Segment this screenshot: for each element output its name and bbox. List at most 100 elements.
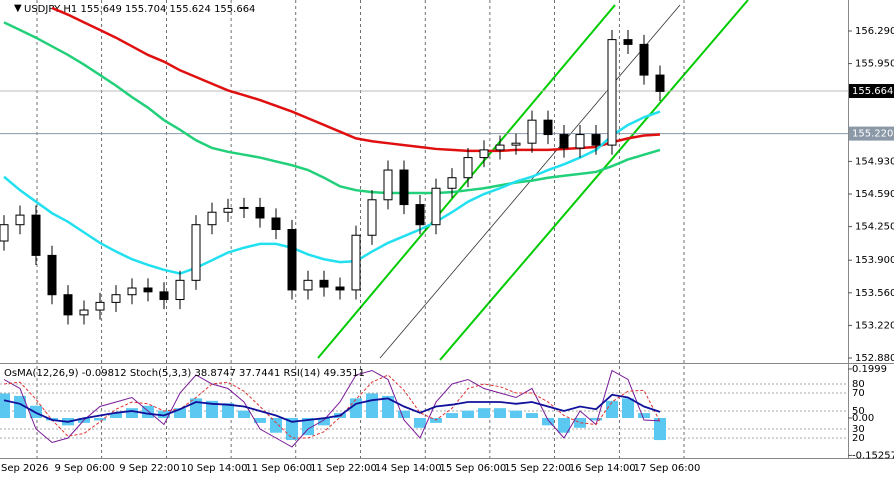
- osma-bar: [286, 417, 298, 441]
- candle-body: [287, 229, 297, 291]
- candle-body: [591, 134, 601, 146]
- candle-body: [623, 39, 633, 45]
- y-tick-label: 154.250: [855, 222, 894, 233]
- osma-bar: [590, 417, 602, 421]
- osma-bar: [94, 417, 106, 421]
- candle-body: [47, 254, 57, 296]
- candle-body: [607, 39, 617, 146]
- candle-body: [543, 119, 553, 136]
- osma-bar: [462, 410, 474, 418]
- osma-bar: [622, 398, 634, 418]
- indicator-line: [3, 393, 661, 423]
- candle-body: [463, 157, 473, 179]
- osma-bar: [638, 413, 650, 418]
- x-tick-label: 14 Sep 14:00: [375, 463, 442, 474]
- indicator-line: [3, 374, 661, 439]
- osma-bar: [398, 410, 410, 418]
- osma-bar: [270, 417, 282, 433]
- osma-bar: [494, 408, 506, 418]
- candle-body: [303, 279, 313, 291]
- osma-bar: [254, 417, 266, 423]
- y2-tick-label: 0.1999: [852, 364, 887, 375]
- chart-header: USDJPY,H1 155.649 155.704 155.624 155.66…: [24, 4, 255, 15]
- x-tick-label: 9 Sep 06:00: [55, 463, 115, 474]
- osma-bar: [558, 417, 570, 433]
- candle-body: [159, 291, 169, 301]
- y-tick-label: 20: [852, 433, 865, 444]
- osma-bar: [238, 410, 250, 418]
- osma-bar: [110, 413, 122, 418]
- candle-body: [223, 207, 233, 213]
- moving-average: [3, 21, 661, 195]
- osma-bar: [302, 417, 314, 436]
- candle-body: [15, 214, 25, 226]
- candle-body: [63, 294, 73, 316]
- candle-body: [479, 149, 489, 159]
- y-tick-label: 155.950: [855, 59, 894, 70]
- y-tick-label: 153.900: [855, 255, 894, 266]
- x-tick-label: 9 Sep 22:00: [119, 463, 179, 474]
- osma-bar: [478, 408, 490, 418]
- y2-tick-label: 0.00: [852, 413, 874, 424]
- x-tick-label: 15 Sep 22:00: [504, 463, 571, 474]
- candle-body: [575, 134, 585, 149]
- indicator-title: OsMA(12,26,9) -0.09812 Stoch(5,3,3) 38.8…: [4, 368, 365, 379]
- candle-body: [207, 211, 217, 226]
- x-tick-label: 8 Sep 2026: [0, 463, 49, 474]
- y-tick-label: 153.560: [855, 288, 894, 299]
- channel-upper: [317, 4, 616, 359]
- osma-bar: [510, 410, 522, 418]
- moving-average: [3, 110, 661, 275]
- candle-body: [527, 119, 537, 144]
- candle-body: [319, 279, 329, 288]
- candle-body: [31, 214, 41, 256]
- y-tick-label: 154.590: [855, 189, 894, 200]
- y-tick-label: 156.290: [855, 26, 894, 37]
- x-tick-label: 11 Sep 06:00: [245, 463, 312, 474]
- osma-bar: [542, 417, 554, 426]
- indicator-line: [3, 369, 661, 448]
- osma-bar: [606, 400, 618, 418]
- y-tick-label: 154.930: [855, 156, 894, 167]
- moving-average: [51, 6, 661, 153]
- candle-body: [335, 286, 345, 291]
- candle-body: [639, 43, 649, 76]
- x-tick-label: 17 Sep 06:00: [634, 463, 701, 474]
- candle-body: [255, 206, 265, 219]
- level-label-box: [849, 126, 894, 141]
- candle-body: [495, 144, 505, 151]
- osma-bar: [206, 400, 218, 418]
- candle-body: [415, 204, 425, 226]
- osma-bar: [14, 395, 26, 418]
- candle-body: [367, 199, 377, 236]
- y-tick-label: 153.220: [855, 320, 894, 331]
- osma-bar: [366, 393, 378, 418]
- candle-body: [431, 187, 441, 226]
- y-tick-label: 152.880: [855, 353, 894, 364]
- osma-bar: [526, 413, 538, 418]
- candle-body: [191, 224, 201, 281]
- candle-body: [111, 294, 121, 303]
- candle-body: [95, 301, 105, 311]
- candle-body: [127, 287, 137, 296]
- dropdown-arrow[interactable]: ▼: [14, 3, 22, 14]
- y-tick-label: 50: [852, 406, 865, 417]
- candle-body: [655, 74, 665, 92]
- osma-bar: [414, 417, 426, 428]
- candle-body: [447, 177, 457, 189]
- y-tick-label: 30: [852, 424, 865, 435]
- candle-body: [175, 279, 185, 301]
- osma-bar: [446, 413, 458, 418]
- candle-body: [351, 234, 361, 291]
- osma-bar: [222, 403, 234, 418]
- osma-bar: [318, 417, 330, 426]
- candle-body: [383, 169, 393, 201]
- candle-body: [559, 134, 569, 149]
- x-tick-label: 16 Sep 14:00: [569, 463, 636, 474]
- y2-tick-label: -0.15257: [852, 450, 894, 461]
- osma-bar: [0, 393, 10, 418]
- osma-bar: [574, 417, 586, 428]
- y-tick-label: 70: [852, 388, 865, 399]
- candle-body: [399, 169, 409, 206]
